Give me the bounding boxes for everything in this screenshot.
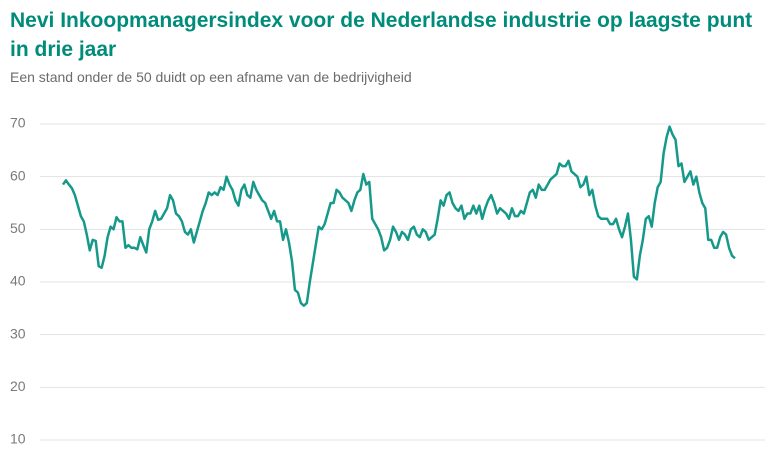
y-tick-label: 20 <box>10 378 26 394</box>
chart-subtitle: Een stand onder de 50 duidt op een afnam… <box>10 69 412 85</box>
chart-title: Nevi Inkoopmanagersindex voor de Nederla… <box>10 9 753 61</box>
y-tick-label: 10 <box>10 431 26 447</box>
y-tick-label: 40 <box>10 273 26 289</box>
data-line <box>61 125 736 307</box>
y-tick-label: 70 <box>10 115 26 131</box>
y-tick-label: 50 <box>10 220 26 236</box>
y-tick-label: 60 <box>10 167 26 183</box>
y-tick-label: 30 <box>10 325 26 341</box>
